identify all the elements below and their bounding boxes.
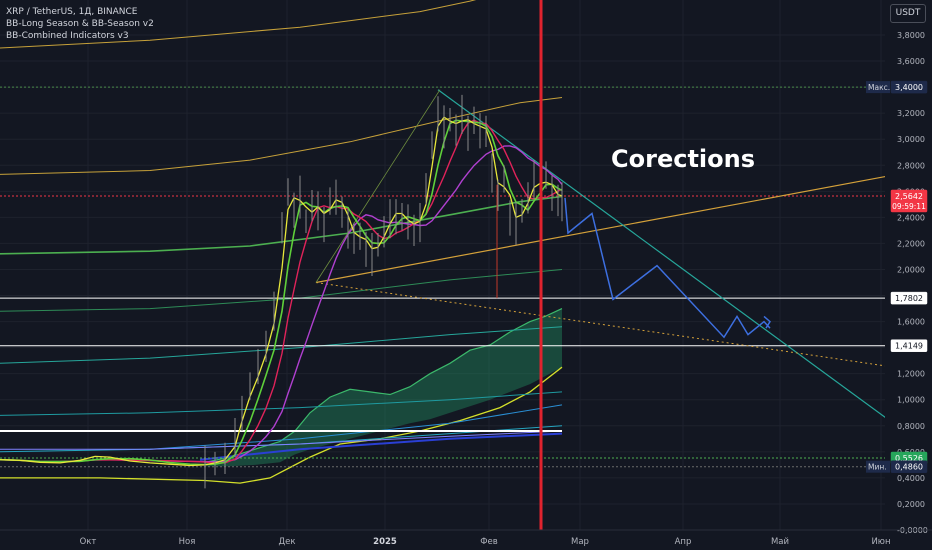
ma-red — [0, 119, 563, 464]
y-tick-label: 0,8000 — [897, 422, 925, 431]
band-green — [0, 195, 563, 255]
legend-indicator-2[interactable]: BB-Combined Indicators v3 — [6, 31, 129, 41]
band-teal-mid — [0, 326, 563, 364]
projection-arrowhead — [763, 315, 771, 329]
x-tick-label: Июн — [871, 537, 890, 547]
price-label-text: 3,4000 — [895, 83, 923, 92]
legend-symbol[interactable]: XRP / TetherUS, 1Д, BINANCE — [6, 7, 138, 17]
y-tick-label: 3,0000 — [897, 135, 925, 144]
y-tick-label: 3,2000 — [897, 109, 925, 118]
band-top-orange — [0, 0, 477, 49]
x-tick-label: Мар — [571, 537, 589, 547]
trendline-dotted — [315, 282, 886, 367]
price-label-text: 1,7802 — [895, 294, 923, 303]
legend-indicator-1[interactable]: BB-Long Season & BB-Season v2 — [6, 19, 154, 29]
band-blue-dark — [199, 432, 563, 461]
price-label-prefix-bg — [866, 460, 890, 473]
y-tick-label: 1,2000 — [897, 370, 925, 379]
y-tick-label: 2,8000 — [897, 161, 925, 170]
ma-yellow — [0, 116, 563, 467]
time-axis-panel[interactable] — [0, 530, 885, 550]
price-label-bg — [890, 291, 928, 305]
x-tick-label: Май — [771, 537, 789, 547]
annotation-text: Corections — [611, 145, 755, 173]
projection-path — [564, 197, 771, 339]
y-tick-label: 2,0000 — [897, 265, 925, 274]
price-label-text: 1,4149 — [895, 342, 923, 351]
price-label-prefix: Мин. — [868, 463, 887, 472]
x-tick-label: 2025 — [373, 537, 397, 547]
x-tick-label: Фев — [480, 537, 498, 547]
band-lower-yellow — [0, 366, 563, 484]
y-tick-label: 1,0000 — [897, 396, 925, 405]
price-label-bg — [890, 460, 928, 473]
y-tick-label: 3,8000 — [897, 31, 925, 40]
price-label-prefix-bg — [866, 81, 890, 94]
y-tick-label: 3,6000 — [897, 57, 925, 66]
horizontal-levels — [0, 86, 885, 468]
trendline-left — [315, 89, 441, 283]
x-tick-label: Окт — [80, 537, 97, 547]
price-label-timer: 09:59:11 — [892, 202, 926, 211]
x-tick-label: Ноя — [179, 537, 196, 547]
projection-line — [564, 197, 771, 339]
band-upper-orange — [0, 97, 563, 175]
y-tick-label: 1,6000 — [897, 318, 925, 327]
price-label-text: 0,5526 — [895, 454, 923, 463]
time-axis: Окт Ноя Дек 2025 Фев Мар Апр Май Июн — [80, 537, 891, 547]
price-label-prefix: Макс. — [868, 83, 890, 92]
trendline-falling — [437, 89, 919, 442]
x-tick-label: Дек — [278, 537, 295, 547]
cloud-top-line — [204, 308, 563, 463]
cloud-fill — [205, 308, 562, 467]
y-tick-label: 0,2000 — [897, 500, 925, 509]
trendline-rising — [315, 175, 891, 284]
trend-lines — [315, 89, 919, 442]
band-teal-low — [0, 391, 563, 416]
price-label-bg — [890, 189, 928, 213]
y-tick-label: 0,4000 — [897, 474, 925, 483]
price-label-text: 0,4860 — [895, 463, 923, 472]
y-tick-label: 2,2000 — [897, 239, 925, 248]
price-label-bg — [890, 339, 928, 352]
x-tick-label: Апр — [675, 537, 692, 547]
price-series — [0, 94, 563, 489]
grid — [0, 0, 885, 531]
currency-button[interactable]: USDT — [890, 4, 926, 23]
price-label-text: 2,5642 — [895, 192, 923, 201]
chart-legend: XRP / TetherUS, 1Д, BINANCE BB-Long Seas… — [6, 6, 154, 42]
band-lavender — [0, 430, 563, 450]
y-tick-label: 2,4000 — [897, 213, 925, 222]
price-label-bg — [890, 80, 928, 94]
